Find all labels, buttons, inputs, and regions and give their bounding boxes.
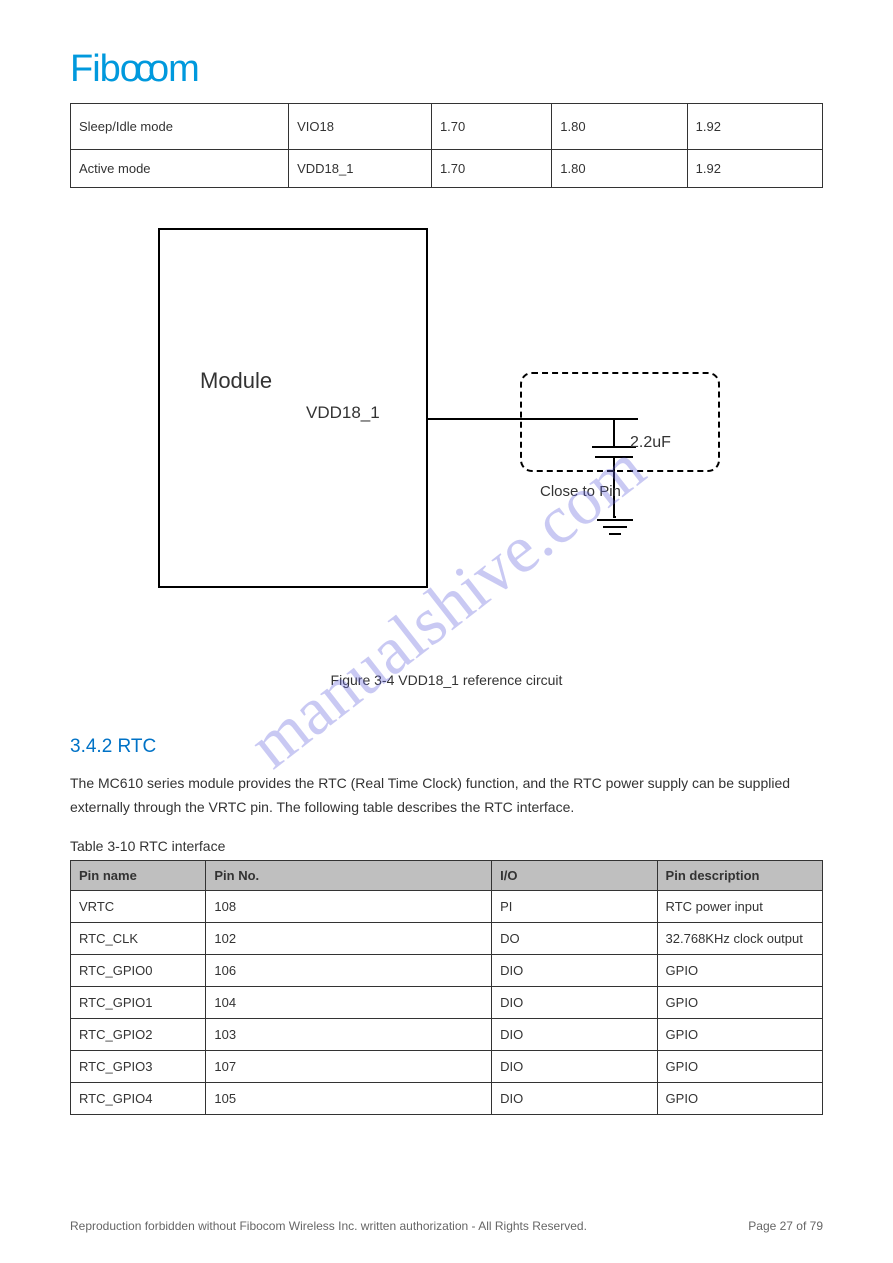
- cell: RTC_GPIO2: [71, 1018, 206, 1050]
- brand-logo: Fibocom: [70, 48, 823, 91]
- module-label: Module: [200, 368, 272, 394]
- table-header-row: Pin name Pin No. I/O Pin description: [71, 860, 823, 890]
- cell: DIO: [492, 954, 657, 986]
- cell: DIO: [492, 1050, 657, 1082]
- col-header: I/O: [492, 860, 657, 890]
- cell: 1.92: [687, 104, 822, 150]
- voltage-table: Sleep/Idle mode VIO18 1.70 1.80 1.92 Act…: [70, 103, 823, 188]
- cell: 1.92: [687, 150, 822, 188]
- cell: Sleep/Idle mode: [71, 104, 289, 150]
- cell: 32.768KHz clock output: [657, 922, 822, 954]
- page-footer: Reproduction forbidden without Fibocom W…: [70, 1219, 823, 1233]
- col-header: Pin No.: [206, 860, 492, 890]
- table-row: RTC_GPIO3107DIOGPIO: [71, 1050, 823, 1082]
- module-box: [158, 228, 428, 588]
- cell: DIO: [492, 1082, 657, 1114]
- cell: GPIO: [657, 954, 822, 986]
- cell: GPIO: [657, 1082, 822, 1114]
- cell: 107: [206, 1050, 492, 1082]
- table-row: Active mode VDD18_1 1.70 1.80 1.92: [71, 150, 823, 188]
- table-row: Sleep/Idle mode VIO18 1.70 1.80 1.92: [71, 104, 823, 150]
- footer-right: Page 27 of 79: [748, 1219, 823, 1233]
- placement-note: Close to Pin: [540, 483, 621, 500]
- cell: RTC_GPIO0: [71, 954, 206, 986]
- cell: GPIO: [657, 1050, 822, 1082]
- footer-left: Reproduction forbidden without Fibocom W…: [70, 1219, 587, 1233]
- cell: DIO: [492, 986, 657, 1018]
- cell: VRTC: [71, 890, 206, 922]
- table-row: RTC_GPIO2103DIOGPIO: [71, 1018, 823, 1050]
- cell: VDD18_1: [289, 150, 432, 188]
- table-row: RTC_GPIO1104DIOGPIO: [71, 986, 823, 1018]
- ground-icon: [591, 516, 639, 544]
- cell: RTC_GPIO3: [71, 1050, 206, 1082]
- cell: DO: [492, 922, 657, 954]
- col-header: Pin name: [71, 860, 206, 890]
- cell: Active mode: [71, 150, 289, 188]
- cell: 1.70: [431, 104, 551, 150]
- rtc-interface-table: Pin name Pin No. I/O Pin description VRT…: [70, 860, 823, 1115]
- cell: 103: [206, 1018, 492, 1050]
- cell: RTC power input: [657, 890, 822, 922]
- body-paragraph: The MC610 series module provides the RTC…: [70, 772, 823, 820]
- cell: PI: [492, 890, 657, 922]
- circuit-diagram: Module VDD18_1 2.2uF Close to Pin: [70, 208, 823, 668]
- cell: 106: [206, 954, 492, 986]
- cell: 102: [206, 922, 492, 954]
- cell: 1.70: [431, 150, 551, 188]
- table-row: RTC_CLK102DO32.768KHz clock output: [71, 922, 823, 954]
- table-row: RTC_GPIO0106DIOGPIO: [71, 954, 823, 986]
- section-heading: 3.4.2 RTC: [70, 736, 823, 758]
- table-row: RTC_GPIO4105DIOGPIO: [71, 1082, 823, 1114]
- table-row: VRTC108PIRTC power input: [71, 890, 823, 922]
- cell: RTC_GPIO1: [71, 986, 206, 1018]
- cell: RTC_GPIO4: [71, 1082, 206, 1114]
- capacitor-value: 2.2uF: [630, 434, 671, 452]
- wire: [613, 418, 615, 446]
- cell: GPIO: [657, 1018, 822, 1050]
- cell: GPIO: [657, 986, 822, 1018]
- cell: 1.80: [552, 150, 687, 188]
- cell: 104: [206, 986, 492, 1018]
- cell: 105: [206, 1082, 492, 1114]
- col-header: Pin description: [657, 860, 822, 890]
- cell: DIO: [492, 1018, 657, 1050]
- cell: RTC_CLK: [71, 922, 206, 954]
- pin-label: VDD18_1: [306, 403, 380, 423]
- cell: VIO18: [289, 104, 432, 150]
- figure-caption: Figure 3-4 VDD18_1 reference circuit: [70, 672, 823, 688]
- cell: 1.80: [552, 104, 687, 150]
- cell: 108: [206, 890, 492, 922]
- table-caption: Table 3-10 RTC interface: [70, 838, 823, 854]
